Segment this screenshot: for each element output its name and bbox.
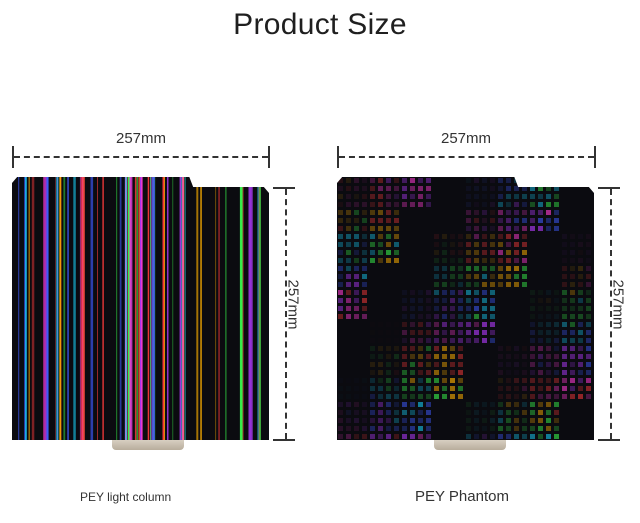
width-dimension-line-right bbox=[339, 156, 594, 158]
height-tick-right-top bbox=[598, 187, 620, 189]
width-label-left: 257mm bbox=[115, 130, 167, 147]
height-label-left: 257mm bbox=[284, 279, 302, 330]
plate-tab-left bbox=[112, 440, 184, 450]
width-tick-right-end bbox=[594, 146, 596, 168]
plate-light-column bbox=[12, 177, 269, 440]
product-name-left: PEY light column bbox=[80, 490, 172, 504]
product-name-right: PEY Phantom bbox=[415, 488, 509, 505]
width-label-right: 257mm bbox=[440, 130, 492, 147]
height-tick-left-bottom bbox=[273, 439, 295, 441]
height-tick-left-top bbox=[273, 187, 295, 189]
phantom-texture bbox=[338, 178, 591, 439]
width-tick-left-end bbox=[268, 146, 270, 168]
height-tick-right-bottom bbox=[598, 439, 620, 441]
width-dimension-line-left bbox=[14, 156, 268, 158]
width-tick-left-start bbox=[12, 146, 14, 168]
page-title: Product Size bbox=[233, 8, 407, 41]
width-tick-right-start bbox=[337, 146, 339, 168]
light-column-texture bbox=[18, 177, 261, 440]
height-dimension-line-right bbox=[610, 189, 612, 439]
plate-tab-right bbox=[434, 440, 506, 450]
height-label-right: 257mm bbox=[609, 279, 627, 330]
height-dimension-line-left bbox=[285, 189, 287, 439]
plate-phantom bbox=[337, 177, 594, 440]
